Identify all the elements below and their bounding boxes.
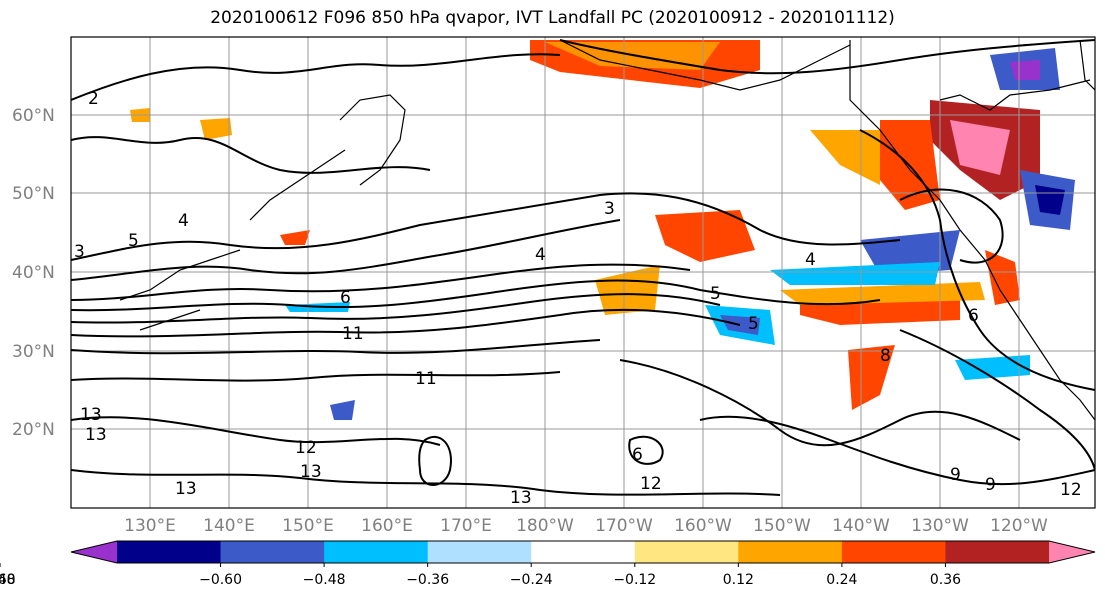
contour-label: 11 [342, 324, 364, 344]
lat-label: 20°N [12, 420, 55, 440]
colorbar-tick-label: −0.60 [199, 572, 242, 588]
contour-label: 13 [85, 425, 107, 445]
colorbar-extend-min [71, 541, 117, 563]
contour-label: 4 [178, 211, 189, 231]
colorbar-tick-label: −0.36 [406, 572, 449, 588]
lat-label: 40°N [12, 263, 55, 283]
coastlines [119, 39, 1095, 421]
contour-label: 2 [88, 89, 99, 109]
lon-label: 150°W [753, 516, 811, 536]
contour-label: 11 [415, 369, 437, 389]
ivt-contours [71, 39, 1095, 496]
lon-label: 180°W [516, 516, 574, 536]
contour-label: 13 [175, 479, 197, 499]
colorbar-segment [117, 541, 222, 563]
lon-label: 130°W [911, 516, 969, 536]
contour-label: 4 [805, 250, 816, 270]
contour-label: 13 [510, 488, 532, 508]
colorbar-segment [841, 541, 946, 563]
colorbar-extend-max [1049, 541, 1095, 563]
longitude-labels: 130°E 140°E 150°E 160°E 170°E 180°W 170°… [124, 516, 1048, 536]
contour-label: 12 [295, 438, 317, 458]
colorbar-tick-label: 0.12 [723, 572, 754, 588]
contour-label-group: 2 3 4 5 6 11 12 13 3 4 5 5 6 8 9 11 12 1… [74, 89, 1082, 508]
colorbar-segment [324, 541, 429, 563]
map-title: 2020100612 F096 850 hPa qvapor, IVT Land… [210, 8, 895, 28]
contour-label: 13 [80, 405, 102, 425]
colorbar-tick-label: −0.12 [613, 572, 656, 588]
contour-label: 6 [632, 445, 643, 465]
contour-label: 8 [880, 346, 891, 366]
lon-label: 160°E [361, 516, 413, 536]
contour-label: 6 [968, 306, 979, 326]
lon-label: 160°W [674, 516, 732, 536]
colorbar-segment [945, 541, 1050, 563]
lon-label: 150°E [282, 516, 334, 536]
lat-label: 50°N [12, 184, 55, 204]
colorbar-outline [70, 540, 1096, 564]
lat-label: 30°N [12, 342, 55, 362]
colorbar-tick-label: −0.24 [510, 572, 553, 588]
contour-label: 13 [300, 462, 322, 482]
latitude-labels: 60°N 50°N 40°N 30°N 20°N [12, 106, 55, 440]
contour-label: 12 [640, 474, 662, 494]
colorbar-tick-label: 0.48 [0, 572, 16, 588]
colorbar-segment [427, 541, 532, 563]
contour-label: 3 [604, 199, 615, 219]
contour-label: 5 [748, 314, 759, 334]
contour-label: 4 [535, 245, 546, 265]
lat-label: 60°N [12, 106, 55, 126]
colorbar-tick-label: 0.24 [826, 572, 857, 588]
colorbar-segment [220, 541, 325, 563]
contour-label: 3 [74, 242, 85, 262]
lon-label: 170°W [595, 516, 653, 536]
lon-label: 140°W [832, 516, 890, 536]
graticule [71, 37, 1095, 508]
colorbar-tick-label: 0.36 [930, 572, 961, 588]
contour-label: 9 [985, 475, 996, 495]
contour-label: 5 [710, 284, 721, 304]
lon-label: 140°E [203, 516, 255, 536]
colorbar-tick-label: −0.48 [303, 572, 346, 588]
lon-label: 120°W [990, 516, 1048, 536]
colorbar-segment [634, 541, 739, 563]
lon-label: 130°E [124, 516, 176, 536]
contour-label: 12 [1060, 480, 1082, 500]
contour-label: 5 [128, 231, 139, 251]
colorbar: −0.60 −0.48 −0.36 −0.24 −0.12 0.12 0.24 0.36 0.4… [0, 540, 1096, 588]
colorbar-tick-label: 0.60 [0, 572, 16, 588]
contour-label: 9 [950, 465, 961, 485]
contour-label: 6 [340, 288, 351, 308]
colorbar-segment [738, 541, 843, 563]
map-border [70, 36, 1096, 509]
lon-label: 170°E [440, 516, 492, 536]
colorbar-segment [531, 541, 636, 563]
